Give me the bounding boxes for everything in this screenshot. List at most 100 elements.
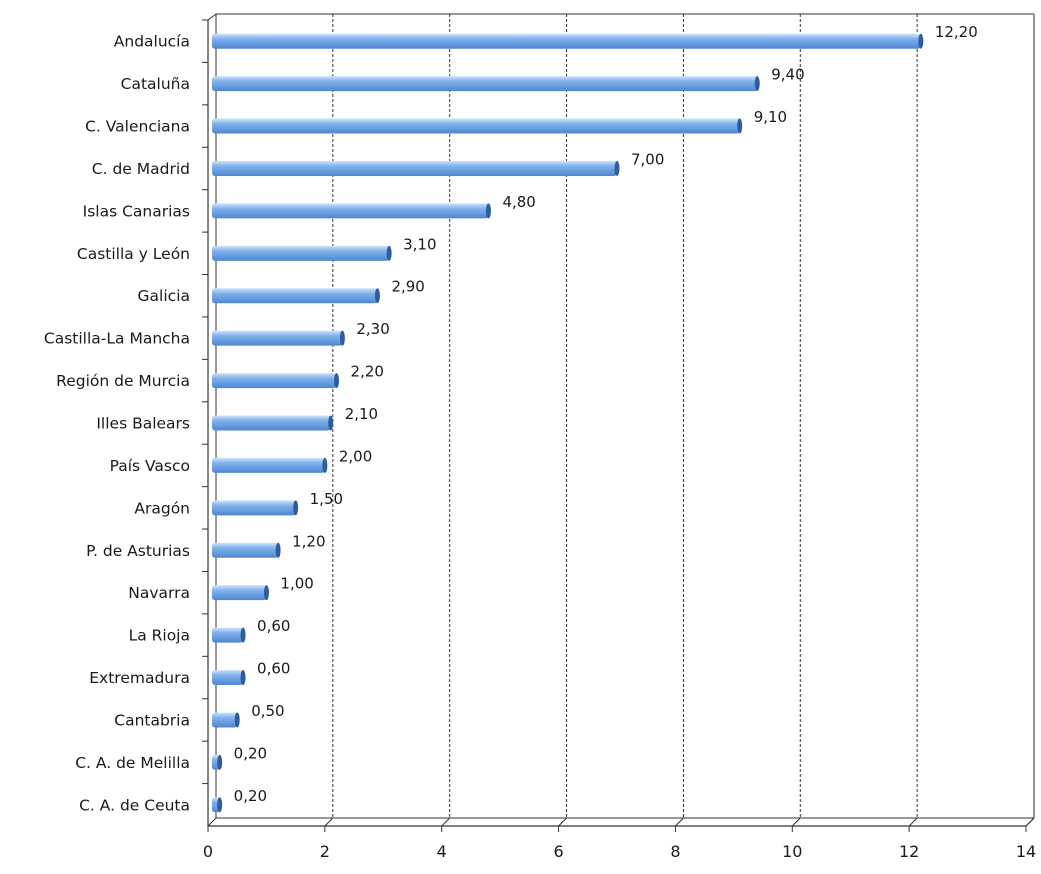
bar-end-cap (328, 415, 334, 431)
value-label: 2,20 (351, 363, 384, 381)
bar-end-cap (386, 245, 392, 261)
category-label: C. Valenciana (85, 118, 190, 136)
x-tick-label: 12 (899, 842, 919, 861)
bar-end-cap (275, 542, 281, 558)
bar-end-cap (240, 627, 246, 643)
category-label: Illes Balears (96, 415, 190, 433)
category-label: C. de Madrid (92, 160, 190, 178)
value-label: 12,20 (935, 23, 978, 41)
bar-end-cap (322, 457, 328, 473)
bar-end-cap (754, 76, 760, 92)
bar (212, 797, 223, 813)
bar (212, 500, 299, 516)
bar-body (212, 330, 343, 346)
bar-body (212, 245, 390, 261)
value-label: 4,80 (502, 193, 535, 211)
bar-body (212, 457, 325, 473)
bar-end-cap (217, 754, 223, 770)
value-label: 2,90 (391, 278, 424, 296)
bar (212, 203, 491, 219)
value-label: 1,50 (310, 490, 343, 508)
value-label: 7,00 (631, 150, 664, 168)
gridline-foot (324, 817, 334, 827)
gridline-foot (908, 817, 918, 827)
bar (212, 373, 340, 389)
bar (212, 457, 328, 473)
bar (212, 76, 760, 92)
y-axis-top-cap (207, 13, 217, 21)
x-tick-label: 6 (553, 842, 563, 861)
category-label: Extremadura (89, 669, 190, 687)
bar-body (212, 415, 331, 431)
bar (212, 754, 223, 770)
category-label: Galicia (138, 287, 190, 305)
bar-end-cap (334, 373, 340, 389)
value-label: 0,60 (257, 617, 290, 635)
bar (212, 245, 392, 261)
label-layer: Andalucía 12,20 Cataluña 9,40 C. Valenciana 9… (44, 23, 978, 814)
gridline-foot (558, 817, 567, 827)
bar-end-cap (263, 585, 269, 601)
bar (212, 118, 743, 134)
bar-end-cap (234, 712, 240, 728)
category-label: Andalucía (114, 33, 190, 51)
category-label: Cataluña (121, 75, 190, 93)
gridline-foot (791, 817, 801, 827)
x-tick-label: 8 (670, 842, 680, 861)
x-tick-label: 0 (203, 842, 213, 861)
value-label: 9,40 (771, 66, 804, 84)
bar-end-cap (374, 288, 380, 304)
bar (212, 415, 334, 431)
value-label: 0,20 (234, 744, 267, 762)
category-label: La Rioja (129, 627, 190, 645)
bar (212, 288, 380, 304)
bar-body (212, 627, 244, 643)
bar-body (212, 203, 489, 219)
value-label: 0,60 (257, 660, 290, 678)
value-label: 1,20 (292, 532, 325, 550)
axis-layer: 0 2 4 6 8 10 12 14 (202, 13, 1036, 861)
bar-body (212, 118, 740, 134)
x-tick-label: 4 (437, 842, 447, 861)
category-label: Región de Murcia (56, 372, 190, 390)
bar-body (212, 670, 244, 686)
value-label: 2,30 (356, 320, 389, 338)
bar (212, 330, 345, 346)
value-label: 9,10 (754, 108, 787, 126)
bar-body (212, 712, 238, 728)
bar (212, 670, 246, 686)
bar (212, 627, 246, 643)
category-label: Aragón (134, 499, 190, 517)
x-tick-label: 10 (782, 842, 802, 861)
bar-end-cap (339, 330, 345, 346)
gridline-foot (207, 817, 217, 827)
category-label: Navarra (128, 584, 190, 602)
gridline-foot (441, 817, 451, 827)
bar-end-cap (240, 670, 246, 686)
value-label: 1,00 (280, 575, 313, 593)
category-label: C. A. de Melilla (75, 754, 190, 772)
bar (212, 585, 269, 601)
bar-end-cap (293, 500, 299, 516)
bar-body (212, 76, 758, 92)
category-label: País Vasco (110, 457, 190, 475)
bar-body (212, 542, 279, 558)
value-label: 2,00 (339, 447, 372, 465)
bar-end-cap (737, 118, 743, 134)
bar (212, 160, 620, 176)
bar-body (212, 288, 378, 304)
bar-end-cap (217, 797, 223, 813)
value-label: 2,10 (345, 405, 378, 423)
category-label: Castilla-La Mancha (44, 330, 190, 348)
value-label: 3,10 (403, 235, 436, 253)
gridline-foot (675, 817, 684, 827)
category-label: P. de Asturias (86, 542, 190, 560)
category-label: Castilla y León (77, 245, 190, 263)
bar-body (212, 500, 296, 516)
x-tick-label: 14 (1016, 842, 1036, 861)
category-label: C. A. de Ceuta (79, 796, 190, 814)
value-label: 0,20 (234, 787, 267, 805)
bar-body (212, 373, 337, 389)
bar-end-cap (918, 33, 924, 49)
